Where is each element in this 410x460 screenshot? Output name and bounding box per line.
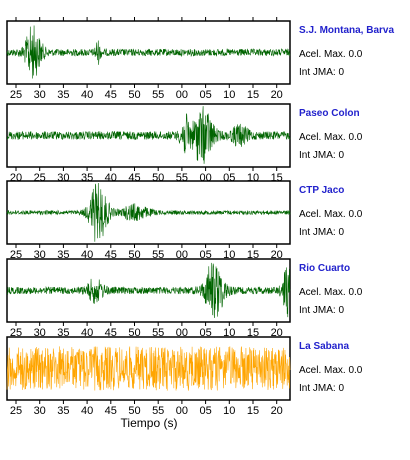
x-tick-label: 15 — [271, 172, 283, 184]
x-tick-label: 00 — [176, 249, 188, 261]
x-tick-label: 20 — [10, 172, 22, 184]
x-tick-label: 55 — [152, 249, 164, 261]
x-tick-label: 10 — [223, 405, 235, 417]
x-tick-label: 00 — [176, 405, 188, 417]
x-tick-label: 55 — [152, 405, 164, 417]
x-axis-label: Tiempo (s) — [120, 416, 178, 430]
x-tick-label: 35 — [57, 249, 69, 261]
x-tick-label: 30 — [34, 89, 46, 101]
station-name: CTP Jaco — [299, 185, 345, 196]
x-tick-label: 25 — [10, 249, 22, 261]
x-tick-label: 55 — [152, 89, 164, 101]
x-tick-label: 15 — [247, 327, 259, 339]
x-tick-label: 35 — [57, 89, 69, 101]
max-acceleration: Acel. Max. 0.0 — [299, 287, 363, 298]
waveform-trace — [6, 106, 291, 164]
x-tick-label: 10 — [223, 327, 235, 339]
x-tick-label: 50 — [128, 249, 140, 261]
x-tick-label: 35 — [57, 405, 69, 417]
x-tick-label: 55 — [152, 327, 164, 339]
x-tick-label: 45 — [128, 172, 140, 184]
x-tick-label: 50 — [128, 89, 140, 101]
x-tick-label: 40 — [81, 249, 93, 261]
max-acceleration: Acel. Max. 0.0 — [299, 209, 363, 220]
x-tick-label: 50 — [152, 172, 164, 184]
x-tick-label: 25 — [10, 327, 22, 339]
waveform-trace — [6, 346, 291, 391]
x-tick-label: 15 — [247, 89, 259, 101]
x-tick-label: 05 — [199, 405, 211, 417]
jma-intensity: Int JMA: 0 — [299, 67, 345, 78]
jma-intensity: Int JMA: 0 — [299, 383, 345, 394]
max-acceleration: Acel. Max. 0.0 — [299, 132, 363, 143]
x-tick-label: 40 — [105, 172, 117, 184]
x-tick-label: 20 — [271, 89, 283, 101]
jma-intensity: Int JMA: 0 — [299, 227, 345, 238]
jma-intensity: Int JMA: 0 — [299, 305, 345, 316]
x-tick-label: 20 — [271, 249, 283, 261]
x-tick-label: 10 — [223, 89, 235, 101]
x-tick-label: 20 — [271, 405, 283, 417]
x-tick-label: 05 — [199, 249, 211, 261]
x-tick-label: 30 — [34, 405, 46, 417]
x-tick-label: 30 — [57, 172, 69, 184]
station-name: La Sabana — [299, 341, 350, 352]
station-name: S.J. Montana, Barva — [299, 25, 395, 36]
x-tick-label: 00 — [176, 89, 188, 101]
x-tick-label: 40 — [81, 327, 93, 339]
x-tick-label: 25 — [34, 172, 46, 184]
x-tick-label: 45 — [105, 327, 117, 339]
jma-intensity: Int JMA: 0 — [299, 150, 345, 161]
x-tick-label: 40 — [81, 89, 93, 101]
x-tick-label: 25 — [10, 89, 22, 101]
x-tick-label: 45 — [105, 249, 117, 261]
x-tick-label: 35 — [57, 327, 69, 339]
max-acceleration: Acel. Max. 0.0 — [299, 365, 363, 376]
x-tick-label: 05 — [199, 89, 211, 101]
x-tick-label: 55 — [176, 172, 188, 184]
x-tick-label: 40 — [81, 405, 93, 417]
x-tick-label: 15 — [247, 405, 259, 417]
x-tick-label: 30 — [34, 327, 46, 339]
x-tick-label: 00 — [199, 172, 211, 184]
waveform-trace — [6, 262, 291, 319]
station-name: Rio Cuarto — [299, 263, 351, 274]
x-tick-label: 20 — [271, 327, 283, 339]
x-tick-label: 50 — [128, 405, 140, 417]
panel-frame — [6, 103, 291, 168]
x-tick-label: 15 — [247, 249, 259, 261]
waveform-trace — [6, 183, 291, 242]
x-tick-label: 45 — [105, 405, 117, 417]
x-tick-label: 45 — [105, 89, 117, 101]
x-tick-label: 05 — [223, 172, 235, 184]
x-tick-label: 30 — [34, 249, 46, 261]
x-tick-label: 50 — [128, 327, 140, 339]
station-name: Paseo Colon — [299, 108, 360, 119]
waveform-trace — [6, 25, 291, 79]
x-tick-label: 10 — [247, 172, 259, 184]
max-acceleration: Acel. Max. 0.0 — [299, 49, 363, 60]
x-tick-label: 05 — [199, 327, 211, 339]
x-tick-label: 10 — [223, 249, 235, 261]
x-tick-label: 25 — [10, 405, 22, 417]
x-tick-label: 00 — [176, 327, 188, 339]
x-tick-label: 35 — [81, 172, 93, 184]
